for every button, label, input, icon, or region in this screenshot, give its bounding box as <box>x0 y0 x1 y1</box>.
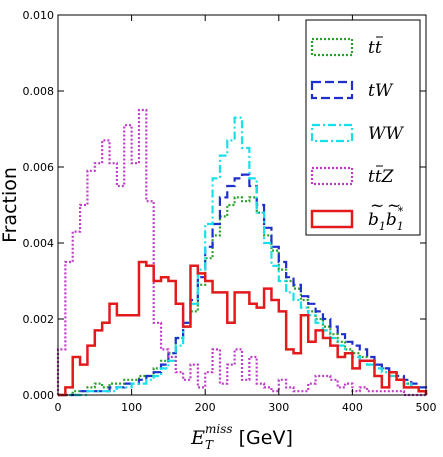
y-tick-label: 0.002 <box>23 313 55 326</box>
legend-swatch <box>310 166 354 186</box>
y-tick-label: 0.004 <box>23 237 55 250</box>
x-tick-label: 100 <box>121 401 142 414</box>
legend-label: ttZ <box>368 167 395 187</box>
legend-swatch <box>310 123 354 143</box>
x-axis-subscript: T <box>205 438 214 452</box>
legend-label: WW <box>368 124 404 144</box>
x-axis-superscript: miss <box>205 422 233 436</box>
legend-items: tt tW WW ttZ b1b1*~ ~ <box>310 36 404 233</box>
x-axis-unit: [GeV] <box>233 427 293 449</box>
x-tick-label: 300 <box>268 401 289 414</box>
series-line-2 <box>58 116 428 397</box>
legend-tilde: ~ <box>387 196 401 216</box>
legend: tt tW WW ttZ b1b1*~ ~ <box>305 19 421 236</box>
legend-label: tW <box>368 81 394 101</box>
series-line-4 <box>58 260 428 397</box>
x-tick-label: 0 <box>55 401 62 414</box>
x-tick-label: 400 <box>342 401 363 414</box>
series-line-1 <box>58 173 428 397</box>
y-tick-label: 0.008 <box>23 85 55 98</box>
legend-label: b1b1* <box>368 205 404 233</box>
y-tick-label: 0.000 <box>23 389 55 402</box>
legend-swatch <box>310 37 354 57</box>
y-axis-ticks: 0.000 0.002 0.004 0.006 0.008 0.010 <box>23 9 426 402</box>
series-line-3 <box>56 108 426 397</box>
y-tick-label: 0.010 <box>23 9 55 22</box>
legend-swatch <box>310 80 354 100</box>
y-axis-title: Fraction <box>0 167 21 243</box>
legend-swatch <box>310 209 354 229</box>
plot-frame <box>57 14 427 396</box>
legend-label: tt <box>368 38 382 58</box>
legend-tilde: ~ <box>370 196 384 216</box>
x-axis-symbol: E <box>190 427 205 449</box>
x-axis-title: ETmiss [GeV] <box>190 422 293 452</box>
series-layer <box>56 108 428 397</box>
x-tick-label: 200 <box>195 401 216 414</box>
x-tick-label: 500 <box>416 401 437 414</box>
legend-box <box>305 19 421 236</box>
y-tick-label: 0.006 <box>23 161 55 174</box>
